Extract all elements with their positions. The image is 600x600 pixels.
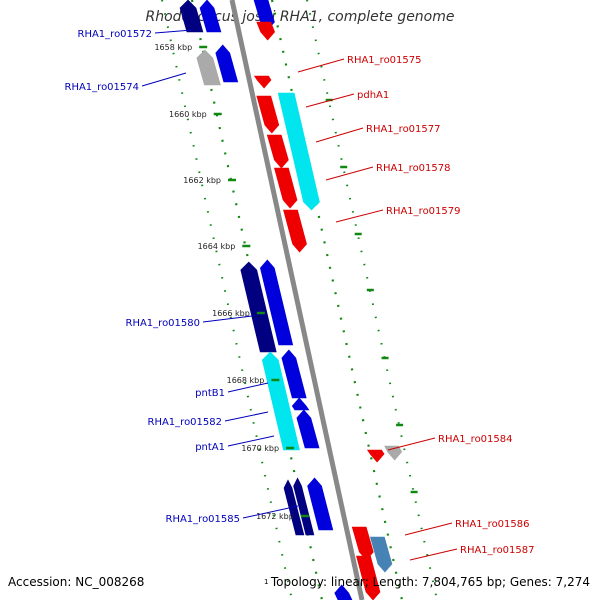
label-leader: [141, 72, 187, 87]
gene-feature[interactable]: [366, 449, 385, 463]
gene-feature[interactable]: [199, 0, 222, 33]
gene-feature[interactable]: [215, 44, 239, 83]
kbp-label: 1660 kbp: [169, 110, 207, 119]
gene-feature[interactable]: [253, 75, 272, 89]
label-leader: [154, 29, 193, 34]
topology-label: Topology: linear; Length: 7,804,765 bp; …: [270, 575, 590, 589]
gene-label-RHA1_ro01580[interactable]: RHA1_ro01580: [126, 318, 201, 329]
gene-feature[interactable]: [261, 351, 300, 451]
gene-label-RHA1_ro01579[interactable]: RHA1_ro01579: [386, 206, 461, 217]
gene-label-RHA1_ro01584[interactable]: RHA1_ro01584: [438, 434, 513, 445]
map-title: Rhodococcus jostii RHA1, complete genome: [145, 9, 455, 25]
gene-feature[interactable]: [293, 477, 315, 536]
gene-feature[interactable]: [384, 445, 403, 461]
kbp-label: 1658 kbp: [154, 43, 192, 52]
label-leader: [335, 209, 384, 223]
gene-feature[interactable]: [291, 397, 310, 411]
gene-feature[interactable]: [296, 409, 320, 449]
label-leader: [297, 58, 345, 73]
gene-feature[interactable]: [179, 0, 204, 33]
label-leader: [224, 411, 269, 422]
gene-label-RHA1_ro01574[interactable]: RHA1_ro01574: [65, 82, 140, 93]
ruler-glyph: 1: [264, 578, 269, 586]
kbp-label: 1668 kbp: [227, 376, 265, 385]
gene-label-RHA1_ro01572[interactable]: RHA1_ro01572: [78, 29, 153, 40]
gene-feature[interactable]: [281, 349, 307, 399]
kbp-label: 1664 kbp: [198, 242, 236, 251]
gene-feature[interactable]: [274, 167, 298, 209]
gene-label-RHA1_ro01577[interactable]: RHA1_ro01577: [366, 124, 441, 135]
label-leader: [227, 382, 269, 393]
gene-feature[interactable]: [351, 526, 374, 561]
kbp-label: 1672 kbp: [256, 512, 294, 521]
gene-label-RHA1_ro01578[interactable]: RHA1_ro01578: [376, 163, 451, 174]
gene-feature[interactable]: [334, 584, 353, 600]
gene-label-pntA1[interactable]: pntA1: [195, 442, 225, 453]
label-leader: [325, 166, 374, 181]
gene-label-pdhA1[interactable]: pdhA1: [357, 90, 389, 101]
label-leader: [387, 437, 436, 451]
gene-label-pntB1[interactable]: pntB1: [195, 388, 225, 399]
gene-feature[interactable]: [369, 536, 393, 573]
gene-labels: RHA1_ro01572 RHA1_ro01574 RHA1_ro01580 pntB…: [65, 29, 535, 561]
gene-label-RHA1_ro01586[interactable]: RHA1_ro01586: [455, 519, 530, 530]
label-leader: [404, 522, 453, 536]
label-leader: [242, 505, 299, 519]
gene-feature[interactable]: [256, 95, 280, 134]
gene-feature[interactable]: [307, 477, 334, 531]
kbp-ticks: 1658 kbp 1660 kbp 1662 kbp 1664 kbp 1666 kbp…: [154, 43, 418, 521]
gene-feature[interactable]: [260, 259, 294, 346]
gene-label-RHA1_ro01575[interactable]: RHA1_ro01575: [347, 55, 422, 66]
gene-label-RHA1_ro01587[interactable]: RHA1_ro01587: [460, 545, 535, 556]
label-leader: [315, 127, 364, 143]
label-leader: [409, 548, 458, 561]
gene-feature[interactable]: [240, 261, 277, 353]
gene-label-RHA1_ro01585[interactable]: RHA1_ro01585: [166, 514, 241, 525]
label-leader: [202, 315, 253, 323]
gene-features: [179, 0, 403, 600]
kbp-label: 1662 kbp: [183, 176, 221, 185]
gene-feature[interactable]: [196, 49, 221, 86]
kbp-label: 1666 kbp: [212, 309, 250, 318]
gene-feature[interactable]: [277, 92, 320, 211]
kbp-label: 1670 kbp: [241, 444, 279, 453]
gene-feature[interactable]: [283, 209, 307, 253]
gene-feature[interactable]: [283, 479, 305, 536]
genome-backbone: [229, 0, 365, 600]
label-leader: [227, 435, 275, 447]
gene-feature[interactable]: [266, 134, 289, 169]
gene-feature[interactable]: [256, 21, 276, 41]
accession-label: Accession: NC_008268: [8, 575, 145, 589]
gene-feature[interactable]: [356, 555, 381, 600]
label-leader: [305, 93, 355, 108]
gene-label-RHA1_ro01582[interactable]: RHA1_ro01582: [148, 417, 223, 428]
